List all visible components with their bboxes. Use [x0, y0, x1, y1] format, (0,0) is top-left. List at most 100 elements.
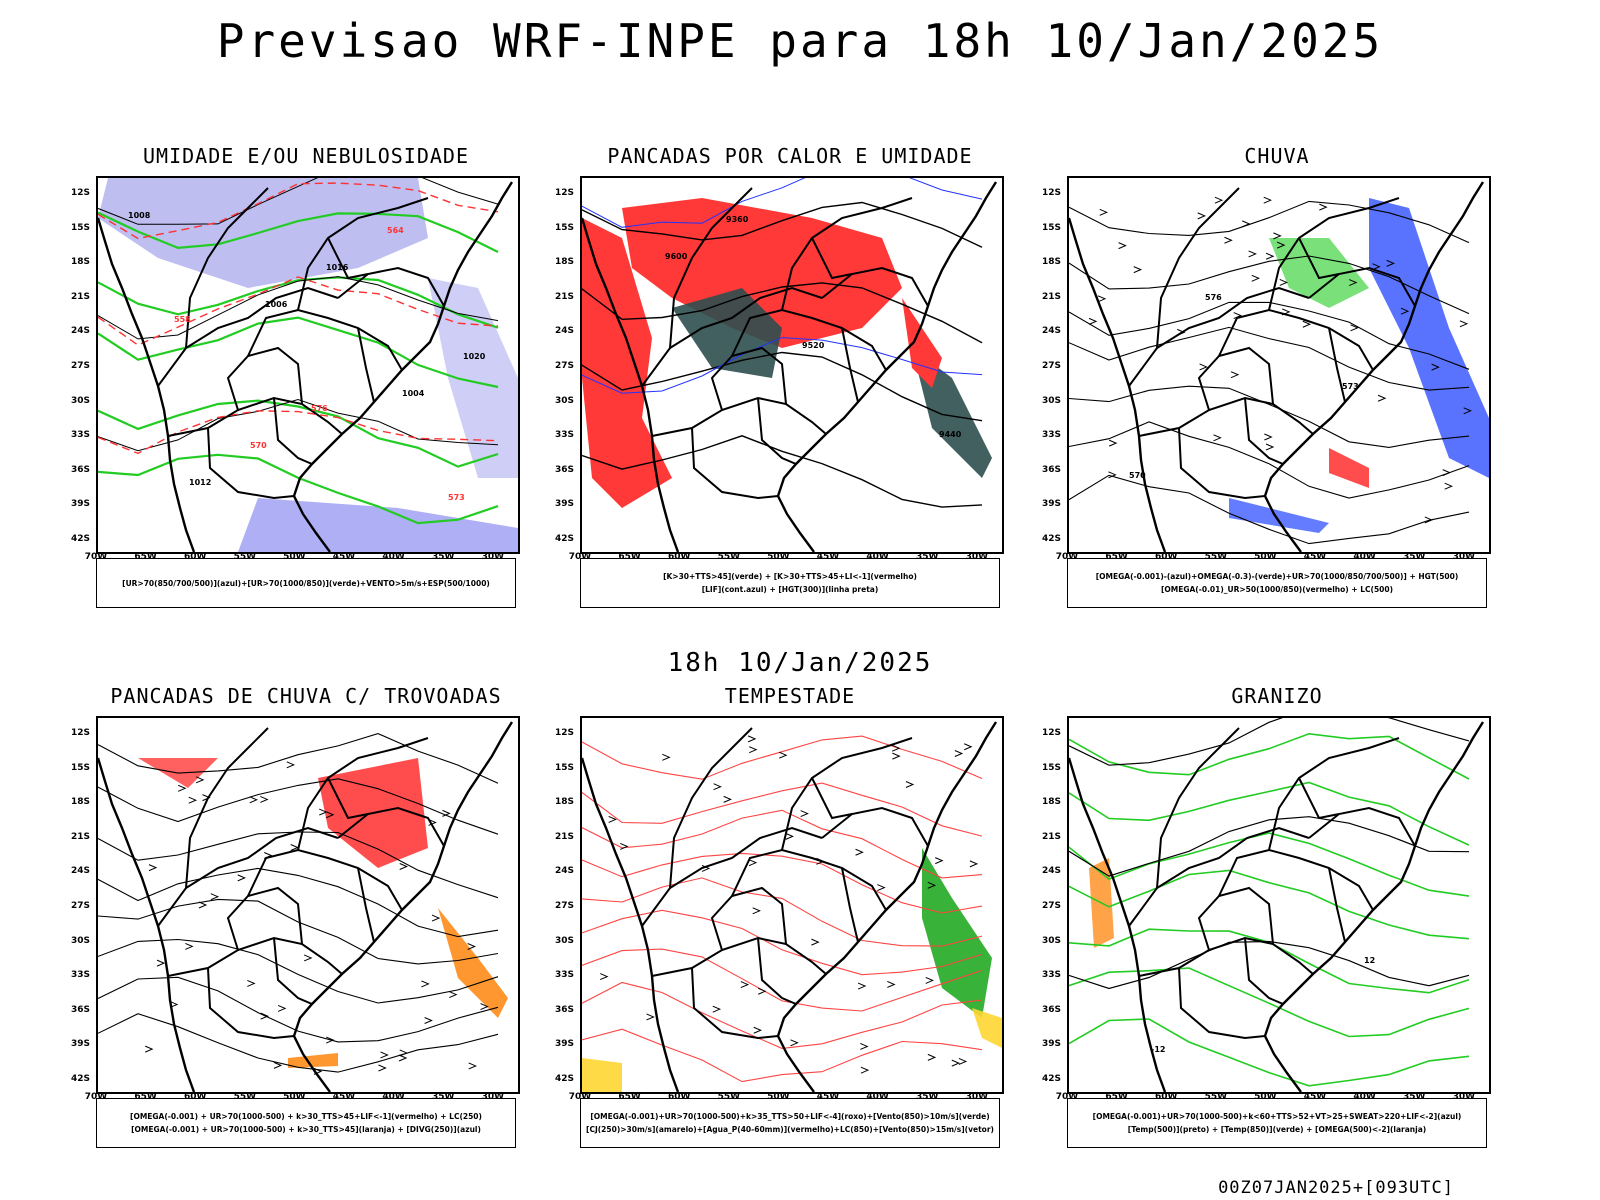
lat-tick-label: 42S — [70, 1074, 90, 1084]
wind-arrow — [1088, 317, 1098, 325]
lat-tick-label: 15S — [70, 762, 90, 773]
map-canvas-trovoadas — [98, 721, 514, 1092]
legend-line: [OMEGA(-0.001)-(azul)+OMEGA(-0.3)-(verde… — [1095, 572, 1459, 581]
lat-tick-label: 30S — [1041, 395, 1061, 406]
lat-tick-label: 18S — [554, 257, 574, 268]
country-border — [226, 346, 303, 411]
lon-tick-label: 70W — [84, 552, 108, 562]
contour-line — [98, 778, 499, 835]
country-border — [1178, 967, 1266, 1040]
lat-tick-label: 39S — [554, 1039, 574, 1050]
wind-arrow — [608, 815, 617, 823]
lat-tick-label: 33S — [1041, 970, 1061, 981]
lat-tick-label: 24S — [554, 866, 574, 877]
wind-arrow — [260, 1012, 269, 1020]
country-border — [337, 806, 445, 847]
lat-tick-label: 21S — [70, 291, 90, 302]
country-border — [167, 936, 343, 977]
contour-label: -12 — [1151, 1045, 1165, 1054]
lat-tick-label: 12S — [70, 728, 90, 738]
country-border — [731, 308, 887, 371]
country-border — [185, 187, 269, 349]
legend-line: [OMEGA(-0.001) + UR>70(1000-500) + k>30_… — [130, 1112, 482, 1121]
field-area — [238, 498, 518, 552]
legend-line: [OMEGA(-0.001) + UR>70(1000-500) + k>30_… — [131, 1125, 481, 1134]
map-tempestade[interactable] — [580, 716, 1004, 1094]
field-area — [1269, 238, 1369, 308]
contour-label: 12 — [1364, 956, 1375, 965]
country-border — [1218, 848, 1374, 911]
wind-arrow — [421, 980, 430, 988]
map-pancadas-calor[interactable]: 9600 9520 9440 9360 — [580, 176, 1004, 554]
wind-arrow — [195, 776, 205, 784]
country-border — [841, 327, 859, 403]
wind-arrow — [326, 1036, 335, 1044]
wind-arrow — [925, 976, 934, 984]
map-umidade[interactable]: 1008 1006 1004 1012 1016 1020 570 564 558 576 573 — [96, 176, 520, 554]
wind-arrow — [198, 901, 208, 909]
country-border — [841, 867, 859, 943]
wind-arrow — [319, 808, 328, 816]
map-chuva[interactable]: 576 573 570 — [1067, 176, 1491, 554]
wind-arrow — [1302, 320, 1312, 328]
lon-tick-label: 50W — [767, 552, 790, 562]
contour-line — [98, 178, 499, 225]
field-area — [1369, 198, 1489, 478]
country-border — [1328, 867, 1346, 943]
lat-tick-label: 33S — [70, 970, 90, 981]
contour-label: 9360 — [726, 215, 749, 224]
lat-tick-label: 27S — [70, 901, 90, 911]
page-title: Previsao WRF-INPE para 18h 10/Jan/2025 — [216, 14, 1384, 68]
wind-arrow — [1273, 232, 1282, 240]
contour-line — [582, 809, 983, 879]
wind-arrow — [747, 735, 757, 743]
country-border — [207, 427, 295, 500]
wind-arrow — [1097, 295, 1107, 303]
wind-arrow — [758, 987, 767, 995]
wind-arrow — [399, 1049, 409, 1057]
country-border — [327, 777, 369, 820]
lon-tick-label: 55W — [233, 1092, 257, 1102]
wind-arrow — [1248, 250, 1257, 258]
contour-line — [98, 976, 499, 1043]
contour-line — [582, 337, 983, 394]
lat-tick-label: 27S — [70, 361, 90, 371]
lat-tick-label: 18S — [1041, 257, 1061, 268]
lat-tick-label: 39S — [1041, 1039, 1061, 1050]
contour-label: 558 — [174, 315, 191, 324]
lon-tick-label: 45W — [332, 1092, 356, 1102]
wind-arrow — [887, 980, 896, 988]
coastline-west — [1069, 217, 1167, 552]
contour-label: 1012 — [189, 478, 211, 487]
contour-line — [1069, 385, 1470, 448]
wind-arrow — [620, 842, 629, 850]
lon-tick-label: 40W — [1353, 1092, 1376, 1102]
lon-tick-label: 70W — [1055, 1092, 1079, 1102]
field-area — [902, 298, 942, 388]
wind-arrow — [800, 810, 809, 818]
lon-tick-label: 60W — [667, 552, 691, 562]
country-border — [669, 727, 753, 889]
map-granizo[interactable]: 12 -12 — [1067, 716, 1491, 1094]
lat-tick-label: 42S — [554, 1074, 574, 1084]
contour-label: 576 — [311, 404, 328, 413]
wind-arrow — [260, 796, 269, 803]
contour-line — [1069, 200, 1470, 244]
lat-tick-label: 33S — [554, 430, 574, 441]
wind-arrow — [1118, 242, 1127, 250]
contour-line — [1069, 781, 1470, 846]
wind-arrow — [778, 751, 788, 759]
wind-arrow — [1214, 196, 1224, 204]
wind-arrow — [954, 750, 964, 757]
wind-arrow — [1133, 266, 1143, 274]
legend-pancadas-calor: [K>30+TTS>45](verde) + [K>30+TTS>45+LI<-… — [580, 558, 1000, 608]
field-area — [582, 218, 672, 508]
wind-arrow — [749, 746, 758, 754]
wind-arrow — [855, 848, 864, 856]
country-border — [781, 197, 913, 311]
lat-tick-label: 15S — [554, 762, 574, 773]
contour-line — [582, 782, 983, 837]
lat-tick-label: 27S — [1041, 361, 1061, 371]
panel-title-umidade: UMIDADE E/OU NEBULOSIDADE — [142, 144, 470, 168]
map-trovoadas[interactable] — [96, 716, 520, 1094]
